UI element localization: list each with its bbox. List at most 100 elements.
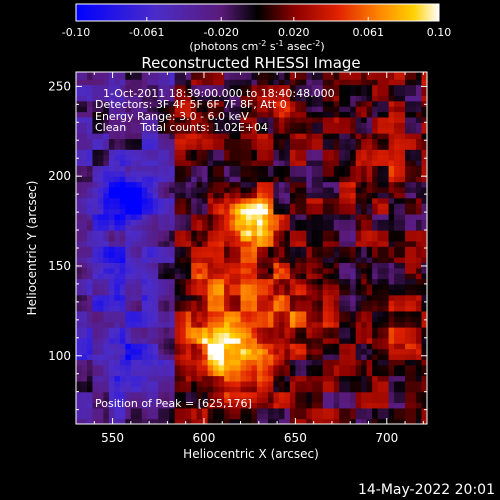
heatmap-cell	[207, 138, 214, 145]
heatmap-cell	[256, 327, 264, 334]
heatmap-cell	[108, 79, 115, 86]
heatmap-cell	[295, 230, 302, 237]
heatmap-cell	[344, 256, 351, 263]
heatmap-cell	[174, 122, 181, 129]
heatmap-cell	[284, 127, 291, 134]
heatmap-cell	[169, 391, 176, 398]
heatmap-cell	[141, 122, 148, 129]
heatmap-cell	[262, 230, 269, 237]
heatmap-cell	[278, 343, 285, 350]
heatmap-cell	[240, 251, 247, 258]
heatmap-cell	[224, 89, 231, 96]
heatmap-cell	[311, 337, 318, 344]
heatmap-cell	[361, 170, 368, 177]
heatmap-cell	[278, 95, 285, 102]
heatmap-cell	[366, 181, 373, 188]
heatmap-cell	[125, 160, 132, 166]
heatmap-cell	[333, 397, 340, 404]
heatmap-cell	[383, 353, 390, 360]
heatmap-cell	[339, 149, 346, 156]
heatmap-cell	[174, 321, 181, 328]
heatmap-cell	[295, 95, 302, 102]
heatmap-cell	[322, 348, 329, 355]
heatmap-cell	[322, 364, 329, 371]
heatmap-cell	[366, 149, 373, 156]
heatmap-cell	[355, 181, 362, 188]
heatmap-cell	[289, 278, 296, 285]
heatmap-cell	[295, 246, 302, 253]
heatmap-cell	[196, 262, 203, 269]
heatmap-cell	[267, 375, 275, 382]
heatmap-cell	[114, 370, 121, 377]
heatmap-cell	[399, 181, 406, 188]
heatmap-cell	[372, 230, 379, 237]
heatmap-cell	[229, 84, 236, 91]
heatmap-cell	[191, 111, 198, 118]
heatmap-cell	[289, 402, 296, 409]
heatmap-cell	[322, 235, 329, 242]
heatmap-cell	[191, 79, 198, 86]
heatmap-cell	[256, 89, 264, 96]
heatmap-cell	[377, 370, 384, 377]
heatmap-cell	[355, 72, 362, 75]
heatmap-cell	[169, 337, 176, 344]
heatmap-cell	[372, 122, 379, 129]
heatmap-cell	[152, 116, 159, 123]
heatmap-cell	[300, 386, 307, 393]
heatmap-cell	[311, 106, 318, 113]
heatmap-cell	[388, 289, 395, 296]
heatmap-cell	[114, 316, 121, 323]
heatmap-cell	[405, 219, 412, 226]
heatmap-cell	[191, 418, 198, 424]
heatmap-cell	[141, 192, 148, 199]
heatmap-cell	[196, 186, 203, 193]
heatmap-cell	[421, 192, 427, 199]
heatmap-cell	[333, 348, 340, 355]
heatmap-cell	[289, 246, 296, 253]
heatmap-cell	[405, 300, 412, 307]
heatmap-cell	[125, 289, 132, 296]
heatmap-cell	[295, 386, 302, 393]
heatmap-cell	[141, 353, 148, 360]
heatmap-cell	[388, 192, 395, 199]
heatmap-cell	[355, 79, 362, 86]
heatmap-cell	[136, 267, 143, 274]
heatmap-cell	[136, 380, 143, 387]
heatmap-cell	[399, 267, 406, 274]
heatmap-cell	[262, 106, 269, 113]
heatmap-cell	[394, 154, 401, 161]
heatmap-cell	[284, 418, 291, 424]
heatmap-cell	[169, 230, 176, 237]
heatmap-cell	[383, 106, 390, 113]
heatmap-cell	[152, 273, 159, 280]
heatmap-cell	[366, 353, 373, 360]
heatmap-cell	[339, 73, 346, 80]
heatmap-cell	[300, 278, 307, 285]
heatmap-cell	[399, 165, 406, 172]
heatmap-cell	[284, 111, 291, 118]
heatmap-cell	[218, 208, 225, 215]
heatmap-cell	[322, 160, 329, 166]
heatmap-cell	[344, 397, 351, 404]
heatmap-cell	[86, 370, 94, 377]
heatmap-cell	[196, 219, 203, 226]
heatmap-cell	[383, 84, 390, 91]
heatmap-cell	[180, 380, 187, 387]
heatmap-cell	[251, 267, 258, 274]
heatmap-cell	[119, 133, 126, 140]
heatmap-cell	[86, 305, 94, 312]
heatmap-cell	[394, 294, 401, 301]
heatmap-cell	[383, 370, 390, 377]
heatmap-cell	[174, 219, 181, 226]
heatmap-cell	[163, 106, 170, 113]
x-tick-label: 550	[101, 431, 124, 445]
heatmap-cell	[235, 386, 242, 393]
heatmap-cell	[372, 300, 379, 307]
heatmap-cell	[240, 359, 247, 366]
heatmap-cell	[306, 186, 313, 193]
heatmap-cell	[344, 160, 351, 166]
heatmap-cell	[229, 208, 236, 215]
heatmap-cell	[322, 397, 329, 404]
heatmap-cell	[361, 343, 368, 350]
heatmap-cell	[405, 262, 412, 269]
